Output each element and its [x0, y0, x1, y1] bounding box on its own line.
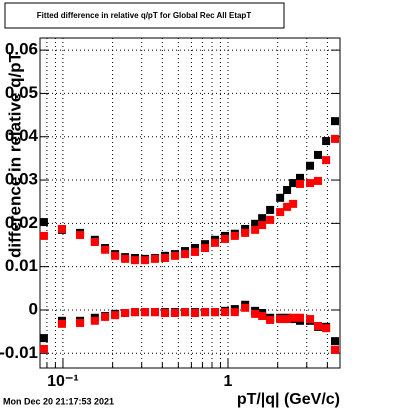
y-tick-label: 0.01 — [5, 256, 38, 275]
marker — [130, 256, 139, 265]
marker — [90, 237, 99, 246]
marker — [221, 234, 230, 243]
marker — [289, 179, 298, 188]
marker — [289, 199, 298, 208]
marker — [150, 308, 159, 317]
marker — [251, 219, 260, 228]
marker — [57, 224, 66, 233]
marker — [322, 324, 331, 333]
marker — [331, 134, 340, 143]
x-tick-label: 1 — [224, 373, 233, 390]
marker — [258, 312, 267, 321]
marker — [150, 254, 159, 263]
marker — [306, 179, 315, 188]
y-tick-label: 0.06 — [5, 40, 38, 59]
marker — [266, 215, 275, 224]
marker — [130, 308, 139, 317]
marker — [230, 231, 239, 240]
marker — [140, 308, 149, 317]
y-tick-label: 0 — [29, 299, 38, 318]
marker — [39, 344, 48, 353]
chart-title: Fitted difference in relative q/pT for G… — [37, 11, 252, 20]
marker — [266, 205, 275, 214]
marker — [322, 137, 331, 146]
marker — [76, 318, 85, 327]
marker — [331, 117, 340, 126]
marker — [39, 231, 48, 240]
marker — [331, 337, 340, 346]
marker — [160, 309, 169, 317]
marker — [101, 312, 110, 321]
marker — [266, 315, 275, 324]
marker — [160, 254, 169, 262]
marker — [181, 250, 190, 259]
marker — [170, 309, 179, 317]
marker — [295, 313, 304, 322]
marker — [276, 208, 285, 217]
marker — [221, 308, 230, 317]
marker — [101, 245, 110, 254]
marker — [57, 319, 66, 328]
marker — [289, 313, 298, 322]
y-tick-label: 0.03 — [5, 170, 38, 189]
marker — [230, 308, 239, 317]
y-tick-label: -0.01 — [0, 343, 38, 362]
marker — [314, 321, 323, 330]
marker — [39, 334, 48, 343]
marker — [251, 309, 260, 318]
marker — [111, 311, 120, 320]
marker — [191, 309, 200, 317]
marker — [210, 308, 219, 317]
marker — [283, 186, 292, 195]
marker — [258, 214, 267, 223]
marker — [331, 345, 340, 354]
marker — [314, 176, 323, 185]
marker — [295, 173, 304, 182]
marker — [39, 218, 48, 227]
marker — [121, 254, 130, 263]
marker — [276, 193, 285, 202]
marker — [283, 315, 292, 324]
marker — [295, 179, 304, 188]
y-tick-label: 0.04 — [5, 126, 39, 145]
y-axis-title: difference in relative q/pT — [5, 51, 24, 258]
title-box — [4, 2, 285, 29]
marker — [201, 244, 210, 253]
marker — [121, 309, 130, 317]
y-tick-label: 0.05 — [5, 83, 38, 102]
marker — [258, 221, 267, 230]
marker — [283, 202, 292, 211]
marker — [201, 308, 210, 317]
y-tick-label: 0.02 — [5, 213, 38, 232]
marker — [306, 161, 315, 170]
timestamp: Mon Dec 20 21:17:53 2021 — [3, 396, 114, 406]
marker — [191, 247, 200, 256]
marker — [76, 231, 85, 240]
marker — [140, 256, 149, 265]
x-tick-label: 10⁻¹ — [47, 373, 79, 390]
marker — [314, 150, 323, 159]
marker — [322, 156, 331, 165]
marker — [90, 316, 99, 325]
marker — [276, 315, 285, 324]
marker — [170, 251, 179, 260]
marker — [241, 228, 250, 237]
marker — [111, 251, 120, 260]
marker — [181, 308, 190, 317]
x-axis-title: pT/|q| (GeV/c) — [237, 391, 340, 408]
marker — [251, 225, 260, 234]
marker — [210, 238, 219, 247]
marker — [241, 303, 250, 312]
marker — [306, 315, 315, 324]
